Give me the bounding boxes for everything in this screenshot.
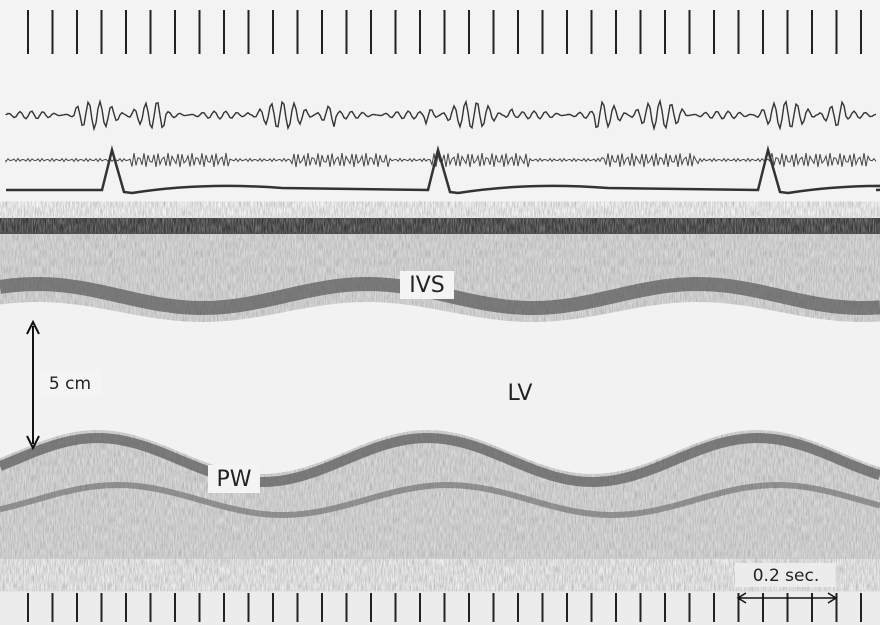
phono-trace	[5, 152, 877, 168]
pw-echo	[0, 482, 880, 518]
time-ticks	[27, 10, 862, 622]
label-box	[208, 465, 260, 493]
phono-trace	[5, 98, 877, 132]
label-box	[735, 563, 835, 587]
pw-echo	[0, 433, 880, 488]
depth-scale-label: 5 cm	[49, 374, 91, 394]
label-box	[400, 271, 454, 299]
ivs-label: IVS	[409, 273, 445, 298]
traces	[5, 98, 880, 195]
pw-label: PW	[216, 467, 251, 492]
time-scale-label: 0.2 sec.	[753, 566, 820, 586]
depth-arrowheads	[26, 319, 40, 451]
trace-area	[0, 0, 880, 225]
transducer-band	[0, 218, 880, 234]
lv-cavity	[0, 302, 880, 474]
label-box	[40, 370, 102, 396]
ecg-trace	[6, 145, 880, 195]
time-arrowheads	[736, 592, 838, 604]
lv-label: LV	[508, 381, 533, 406]
